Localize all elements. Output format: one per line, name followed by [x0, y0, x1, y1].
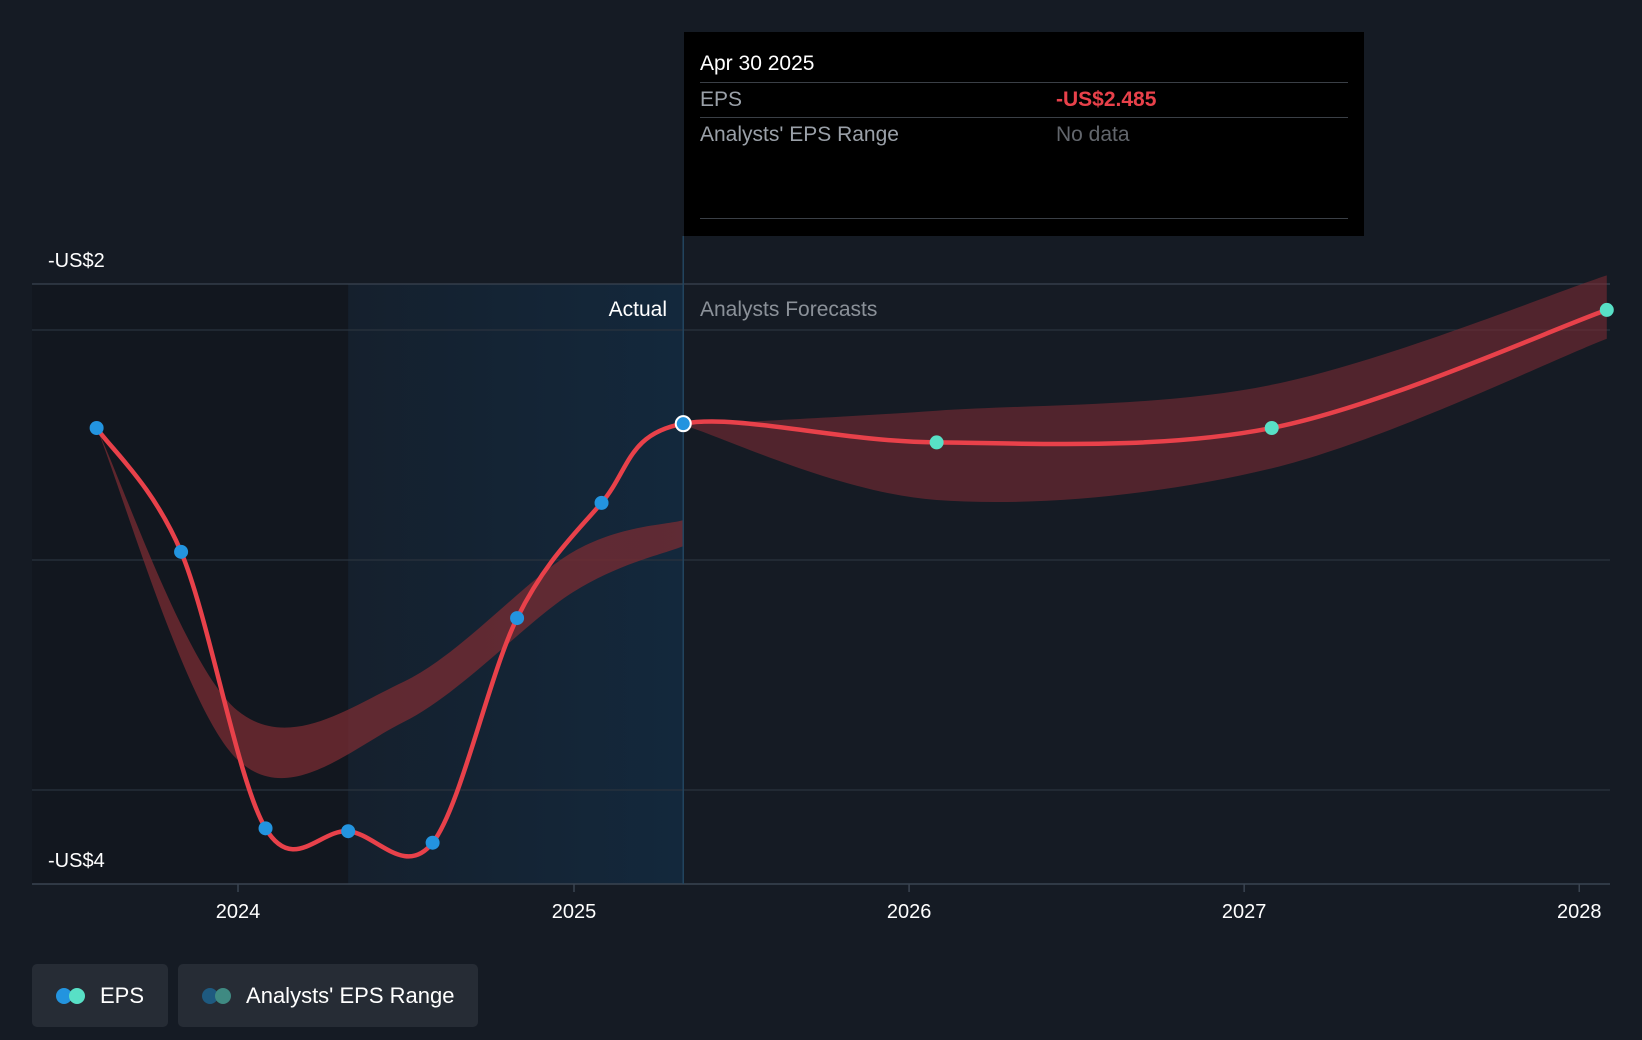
tooltip: Apr 30 2025 EPS -US$2.485 Analysts' EPS …: [684, 32, 1364, 236]
x-axis-ticks: 2024 2025 2026 2027 2028: [216, 884, 1602, 923]
actual-eps-point: [341, 824, 356, 839]
tooltip-range-row: Analysts' EPS Range No data: [700, 117, 1348, 152]
tooltip-eps-value: -US$2.485: [1056, 88, 1157, 111]
forecast-eps-point: [1264, 421, 1279, 435]
x-tick-label: 2024: [216, 901, 261, 923]
x-tick-label: 2028: [1557, 901, 1602, 923]
legend-eps-button[interactable]: EPS: [32, 964, 169, 1027]
range-legend-icon: [202, 987, 232, 1004]
actual-eps-point: [174, 544, 189, 559]
y-tick-label-top: -US$2: [48, 250, 105, 272]
actual-eps-point: [510, 611, 525, 626]
range-band-segment: [683, 275, 1607, 503]
eps-series-line: [94, 307, 1610, 859]
eps-points: [89, 302, 1614, 850]
forecast-eps-point: [1599, 302, 1614, 317]
gridlines: [32, 283, 1610, 885]
tooltip-range-label: Analysts' EPS Range: [700, 123, 899, 146]
x-tick-label: 2025: [552, 901, 597, 923]
legend-eps-label: EPS: [100, 982, 145, 1008]
actual-eps-point: [674, 415, 692, 433]
forecast-region-label: Analysts Forecasts: [700, 298, 877, 321]
actual-region: [348, 284, 684, 884]
y-tick-label-bottom: -US$4: [48, 850, 105, 872]
forecast-eps-point: [929, 435, 944, 450]
actual-eps-point: [89, 421, 104, 435]
actual-eps-point: [425, 835, 440, 850]
tooltip-eps-label: EPS: [700, 88, 743, 111]
legend: EPS Analysts' EPS Range: [32, 964, 479, 1027]
analysts-eps-range-band: [96, 275, 1607, 779]
tooltip-range-value: No data: [1056, 123, 1130, 146]
legend-range-label: Analysts' EPS Range: [246, 982, 455, 1008]
actual-region-label: Actual: [609, 298, 667, 321]
legend-range-button[interactable]: Analysts' EPS Range: [178, 964, 479, 1027]
actual-eps-point: [594, 495, 609, 510]
actual-eps-point: [258, 821, 273, 836]
x-tick-label: 2026: [887, 901, 932, 923]
range-band-segment: [96, 428, 684, 779]
tooltip-date: Apr 30 2025: [700, 52, 815, 75]
tooltip-eps-row: EPS -US$2.485: [700, 82, 1348, 117]
tooltip-divider: [700, 218, 1348, 219]
x-tick-label: 2027: [1222, 901, 1267, 923]
eps-legend-icon: [56, 987, 86, 1004]
